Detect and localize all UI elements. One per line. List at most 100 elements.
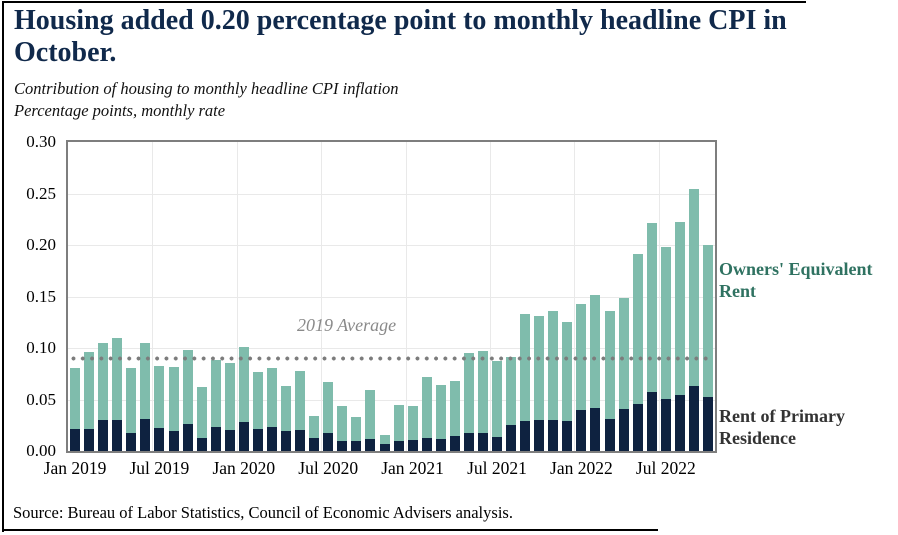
bar-segment-rent — [632, 403, 643, 451]
bar-segment-oer — [266, 367, 277, 428]
bar-segment-oer — [492, 361, 502, 437]
bar-segment-rent — [703, 397, 713, 451]
bar-segment-rent — [196, 437, 207, 451]
bar-segment-oer — [407, 405, 418, 440]
x-axis-tick-label: Jan 2019 — [43, 458, 107, 478]
chart-subtitle: Contribution of housing to monthly headl… — [14, 79, 399, 98]
bar-segment-oer — [210, 360, 221, 428]
bar-segment-rent — [492, 436, 502, 451]
bar-segment-rent — [576, 409, 587, 451]
legend-owners-equivalent-rent: Owners' Equivalent Rent — [719, 259, 873, 301]
bar-segment-rent — [435, 438, 446, 451]
bar-segment-rent — [323, 432, 334, 451]
chart-units-label: Percentage points, monthly rate — [14, 101, 226, 120]
bar-segment-rent — [379, 443, 390, 451]
x-axis-tick-label: Jul 2019 — [129, 458, 190, 478]
gridline-horizontal — [68, 348, 715, 349]
bar-segment-oer — [196, 387, 207, 438]
gridline-vertical — [236, 142, 238, 451]
gridline-vertical — [489, 142, 491, 451]
bar-segment-oer — [112, 337, 123, 421]
bar-segment-oer — [224, 363, 235, 431]
gridline-horizontal — [68, 296, 715, 298]
bar-segment-rent — [168, 431, 179, 451]
bar-segment-rent — [449, 435, 460, 451]
bar-segment-oer — [449, 381, 460, 436]
bar-segment-rent — [421, 437, 432, 451]
bar-segment-rent — [309, 437, 320, 451]
bar-segment-oer — [126, 367, 137, 433]
bar-segment-oer — [393, 404, 404, 441]
figure-border-top — [2, 1, 806, 3]
figure-border-bottom — [2, 529, 658, 531]
gridline-vertical — [574, 142, 576, 451]
bar-segment-rent — [604, 419, 615, 451]
bar-segment-oer — [379, 434, 390, 444]
gridline-vertical — [405, 142, 407, 451]
bar-segment-oer — [84, 352, 95, 430]
bar-segment-oer — [604, 311, 615, 420]
bar-segment-oer — [238, 347, 249, 423]
bar-segment-oer — [674, 222, 685, 396]
bar-segment-oer — [70, 367, 80, 430]
gridline-vertical — [152, 142, 154, 451]
bar-segment-rent — [562, 421, 573, 451]
x-axis-tick-label: Jul 2021 — [467, 458, 527, 478]
bar-segment-rent — [252, 429, 263, 451]
y-axis-tick-label: 0.00 — [26, 441, 56, 460]
bar-segment-rent — [688, 386, 699, 451]
bar-segment-oer — [506, 357, 517, 426]
gridline-horizontal — [68, 399, 715, 401]
bar-segment-rent — [140, 419, 151, 451]
bar-segment-rent — [646, 392, 657, 451]
bar-segment-rent — [112, 420, 123, 451]
legend-rent-of-primary-residence: Rent of Primary Residence — [719, 406, 845, 448]
gridline-horizontal — [68, 245, 715, 246]
bar-segment-oer — [688, 189, 699, 387]
bar-segment-oer — [337, 405, 348, 441]
y-axis-tick-label: 0.05 — [26, 389, 56, 409]
bar-segment-rent — [126, 432, 137, 451]
bar-segment-rent — [295, 430, 306, 451]
x-axis-tick-label: Jul 2022 — [635, 458, 696, 478]
bar-segment-oer — [632, 254, 643, 404]
bar-segment-oer — [646, 223, 657, 393]
bar-segment-rent — [266, 427, 277, 451]
gridline-horizontal — [68, 193, 715, 195]
x-axis-tick-label: Jul 2020 — [298, 458, 359, 478]
bar-segment-rent — [351, 440, 362, 451]
bar-segment-rent — [506, 425, 517, 451]
bar-segment-rent — [590, 407, 601, 451]
bar-segment-rent — [674, 395, 685, 451]
bar-segment-oer — [98, 342, 109, 421]
x-axis-tick-label: Jan 2020 — [212, 458, 276, 478]
bar-segment-rent — [618, 408, 629, 451]
bar-segment-oer — [365, 390, 376, 439]
x-axis-tick-label: Jan 2021 — [381, 458, 444, 478]
bar-segment-rent — [393, 440, 404, 451]
bar-segment-rent — [84, 429, 95, 451]
x-axis-tick-label: Jan 2022 — [550, 458, 613, 478]
bar-segment-oer — [562, 322, 573, 422]
bar-segment-rent — [154, 428, 165, 451]
bar-segment-rent — [660, 398, 671, 451]
bar-segment-oer — [463, 353, 474, 433]
chart-title: Housing added 0.20 percentage point to m… — [14, 5, 787, 69]
bar-segment-rent — [238, 422, 249, 451]
bar-segment-rent — [182, 424, 193, 451]
bar-segment-rent — [224, 430, 235, 451]
bar-segment-rent — [337, 440, 348, 451]
y-axis-tick-label: 0.25 — [26, 183, 56, 203]
bar-segment-rent — [98, 420, 109, 451]
y-axis-tick-label: 0.15 — [26, 286, 56, 306]
bar-segment-rent — [407, 439, 418, 451]
bar-segment-rent — [520, 421, 531, 451]
reference-line-2019-average — [71, 356, 710, 362]
gridline-vertical — [321, 142, 323, 451]
bar-segment-oer — [154, 365, 165, 429]
bar-segment-oer — [421, 376, 432, 438]
bar-segment-rent — [281, 431, 291, 451]
bar-segment-oer — [548, 310, 559, 421]
bar-segment-rent — [365, 438, 376, 451]
bar-segment-rent — [70, 429, 80, 451]
